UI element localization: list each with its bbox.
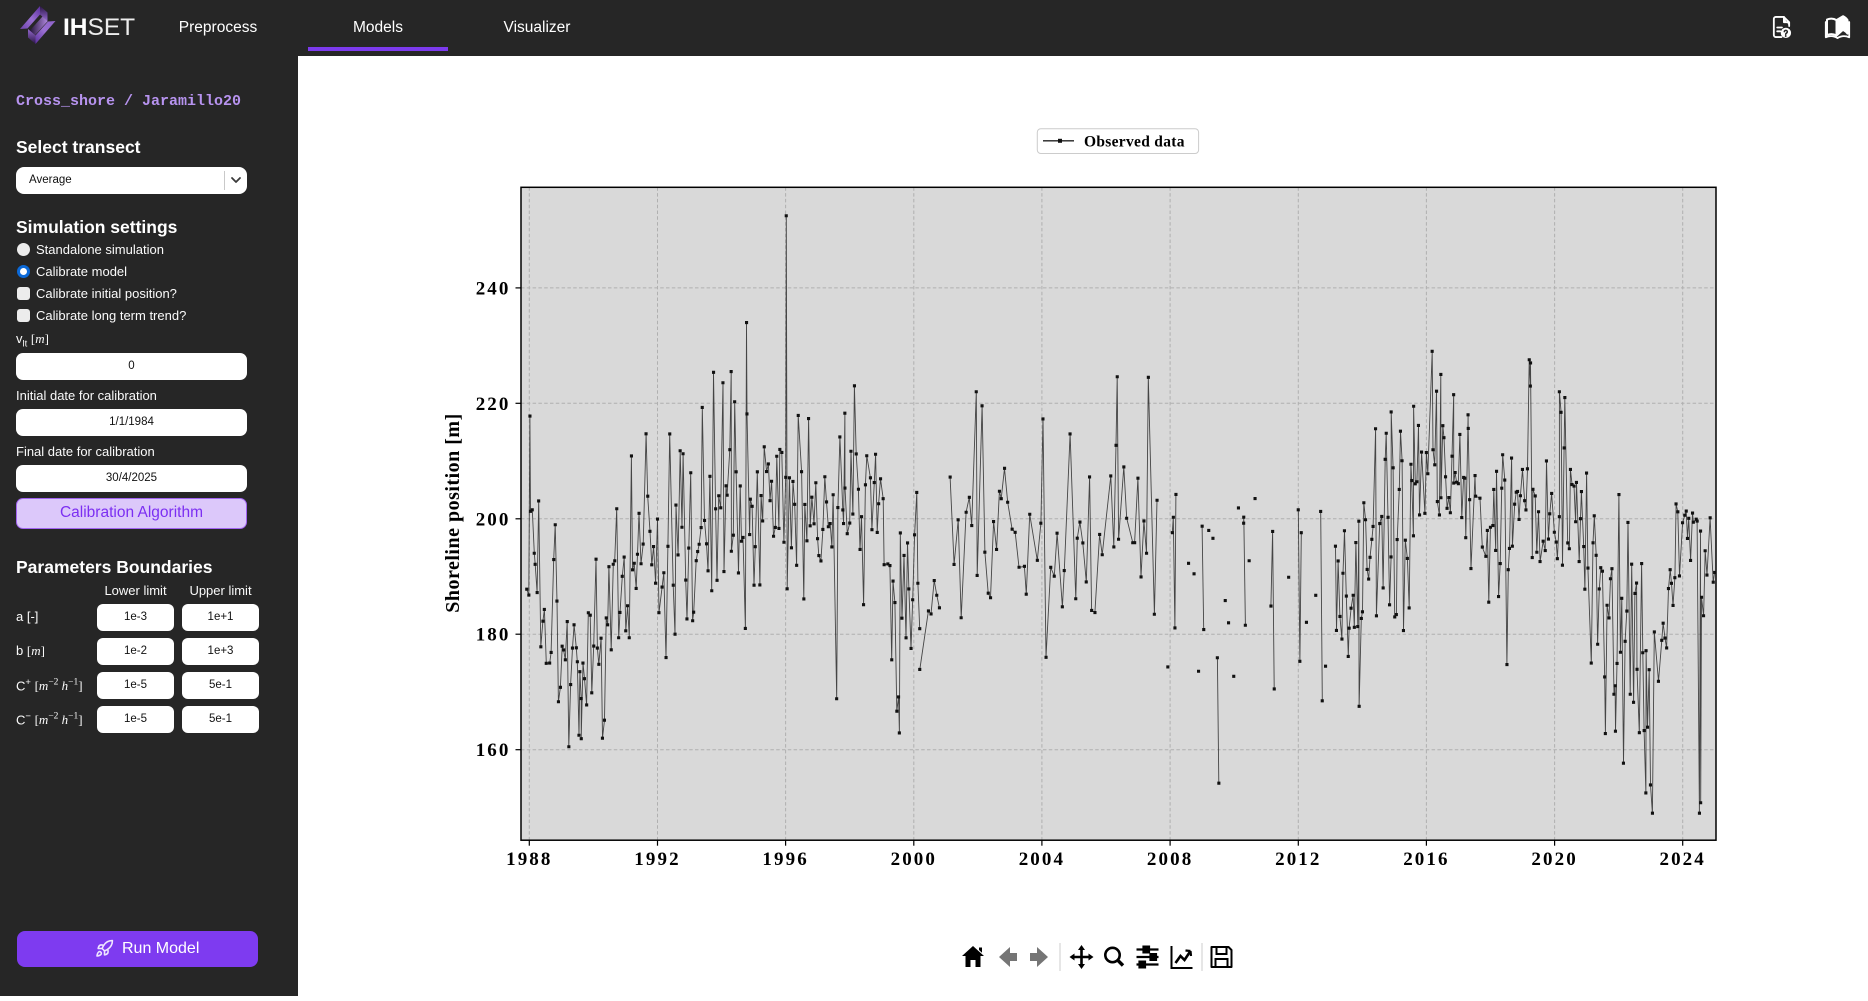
svg-text:2012: 2012	[1275, 849, 1321, 870]
svg-text:2024: 2024	[1659, 849, 1705, 870]
svg-text:2004: 2004	[1019, 849, 1065, 870]
svg-text:2020: 2020	[1531, 849, 1577, 870]
svg-text:1992: 1992	[634, 849, 680, 870]
svg-text:1996: 1996	[762, 849, 808, 870]
svg-text:220: 220	[476, 394, 511, 415]
svg-text:200: 200	[476, 509, 511, 530]
svg-text:180: 180	[476, 625, 511, 646]
svg-text:Shoreline position [m]: Shoreline position [m]	[442, 413, 464, 613]
svg-text:240: 240	[476, 278, 511, 299]
svg-text:2016: 2016	[1403, 849, 1449, 870]
svg-text:2008: 2008	[1147, 849, 1193, 870]
svg-text:Observed data: Observed data	[1084, 134, 1185, 151]
svg-text:2000: 2000	[891, 849, 937, 870]
svg-text:1988: 1988	[506, 849, 552, 870]
svg-text:160: 160	[476, 740, 511, 761]
